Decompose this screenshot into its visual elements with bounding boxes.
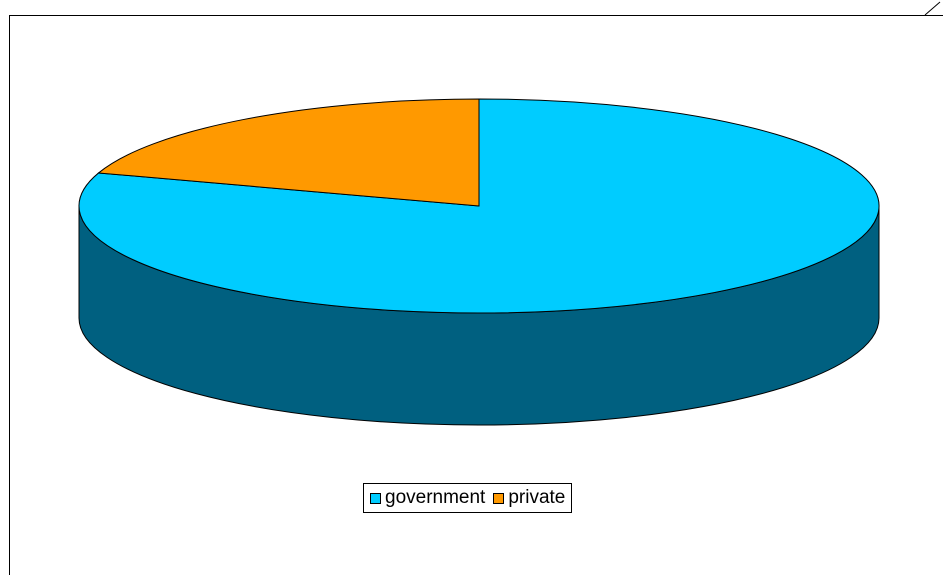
- legend-swatch-government: [370, 492, 381, 504]
- corner-tick: [924, 1, 941, 16]
- legend-swatch-private: [493, 492, 505, 504]
- pie-slice-private: [97, 98, 480, 207]
- legend-item-private: private: [493, 484, 565, 512]
- chart-border: [9, 15, 943, 575]
- legend-item-government: government: [370, 484, 485, 512]
- legend: government private: [363, 483, 573, 513]
- legend-label-private: private: [508, 487, 566, 508]
- legend-label-government: government: [385, 487, 486, 508]
